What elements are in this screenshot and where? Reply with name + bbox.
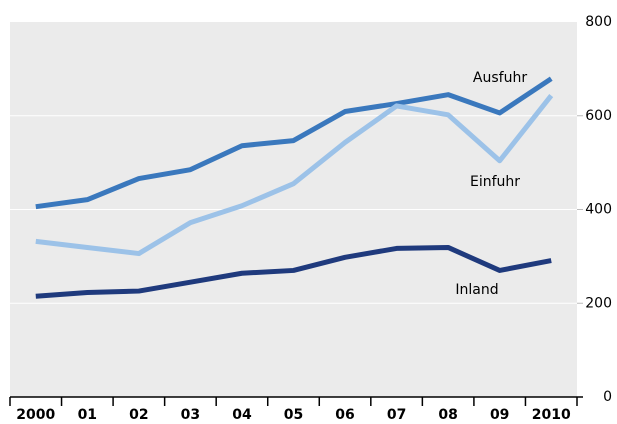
x-tick-label: 2010 [532, 407, 571, 423]
x-tick-label: 2000 [16, 407, 55, 423]
x-tick-label: 01 [78, 407, 97, 423]
x-tick-label: 05 [284, 407, 303, 423]
x-tick-label: 08 [438, 407, 457, 423]
y-tick-label: 600 [585, 108, 612, 124]
line-series [35, 94, 554, 257]
series-label: Ausfuhr [473, 70, 527, 86]
x-tick-label: 02 [129, 407, 148, 423]
series-label: Inland [455, 282, 498, 298]
y-tick-label: 800 [585, 14, 612, 30]
y-tick-label: 200 [585, 295, 612, 311]
line-series [35, 244, 552, 299]
x-tick-label: 03 [181, 407, 200, 423]
x-tick-label: 09 [490, 407, 509, 423]
x-tick-label: 04 [232, 407, 252, 423]
line-series [35, 76, 553, 210]
x-tick-label: 07 [387, 407, 406, 423]
y-tick-label: 0 [603, 389, 612, 405]
x-tick-label: 06 [335, 407, 354, 423]
series-label: Einfuhr [470, 174, 520, 190]
y-tick-label: 400 [585, 202, 612, 218]
